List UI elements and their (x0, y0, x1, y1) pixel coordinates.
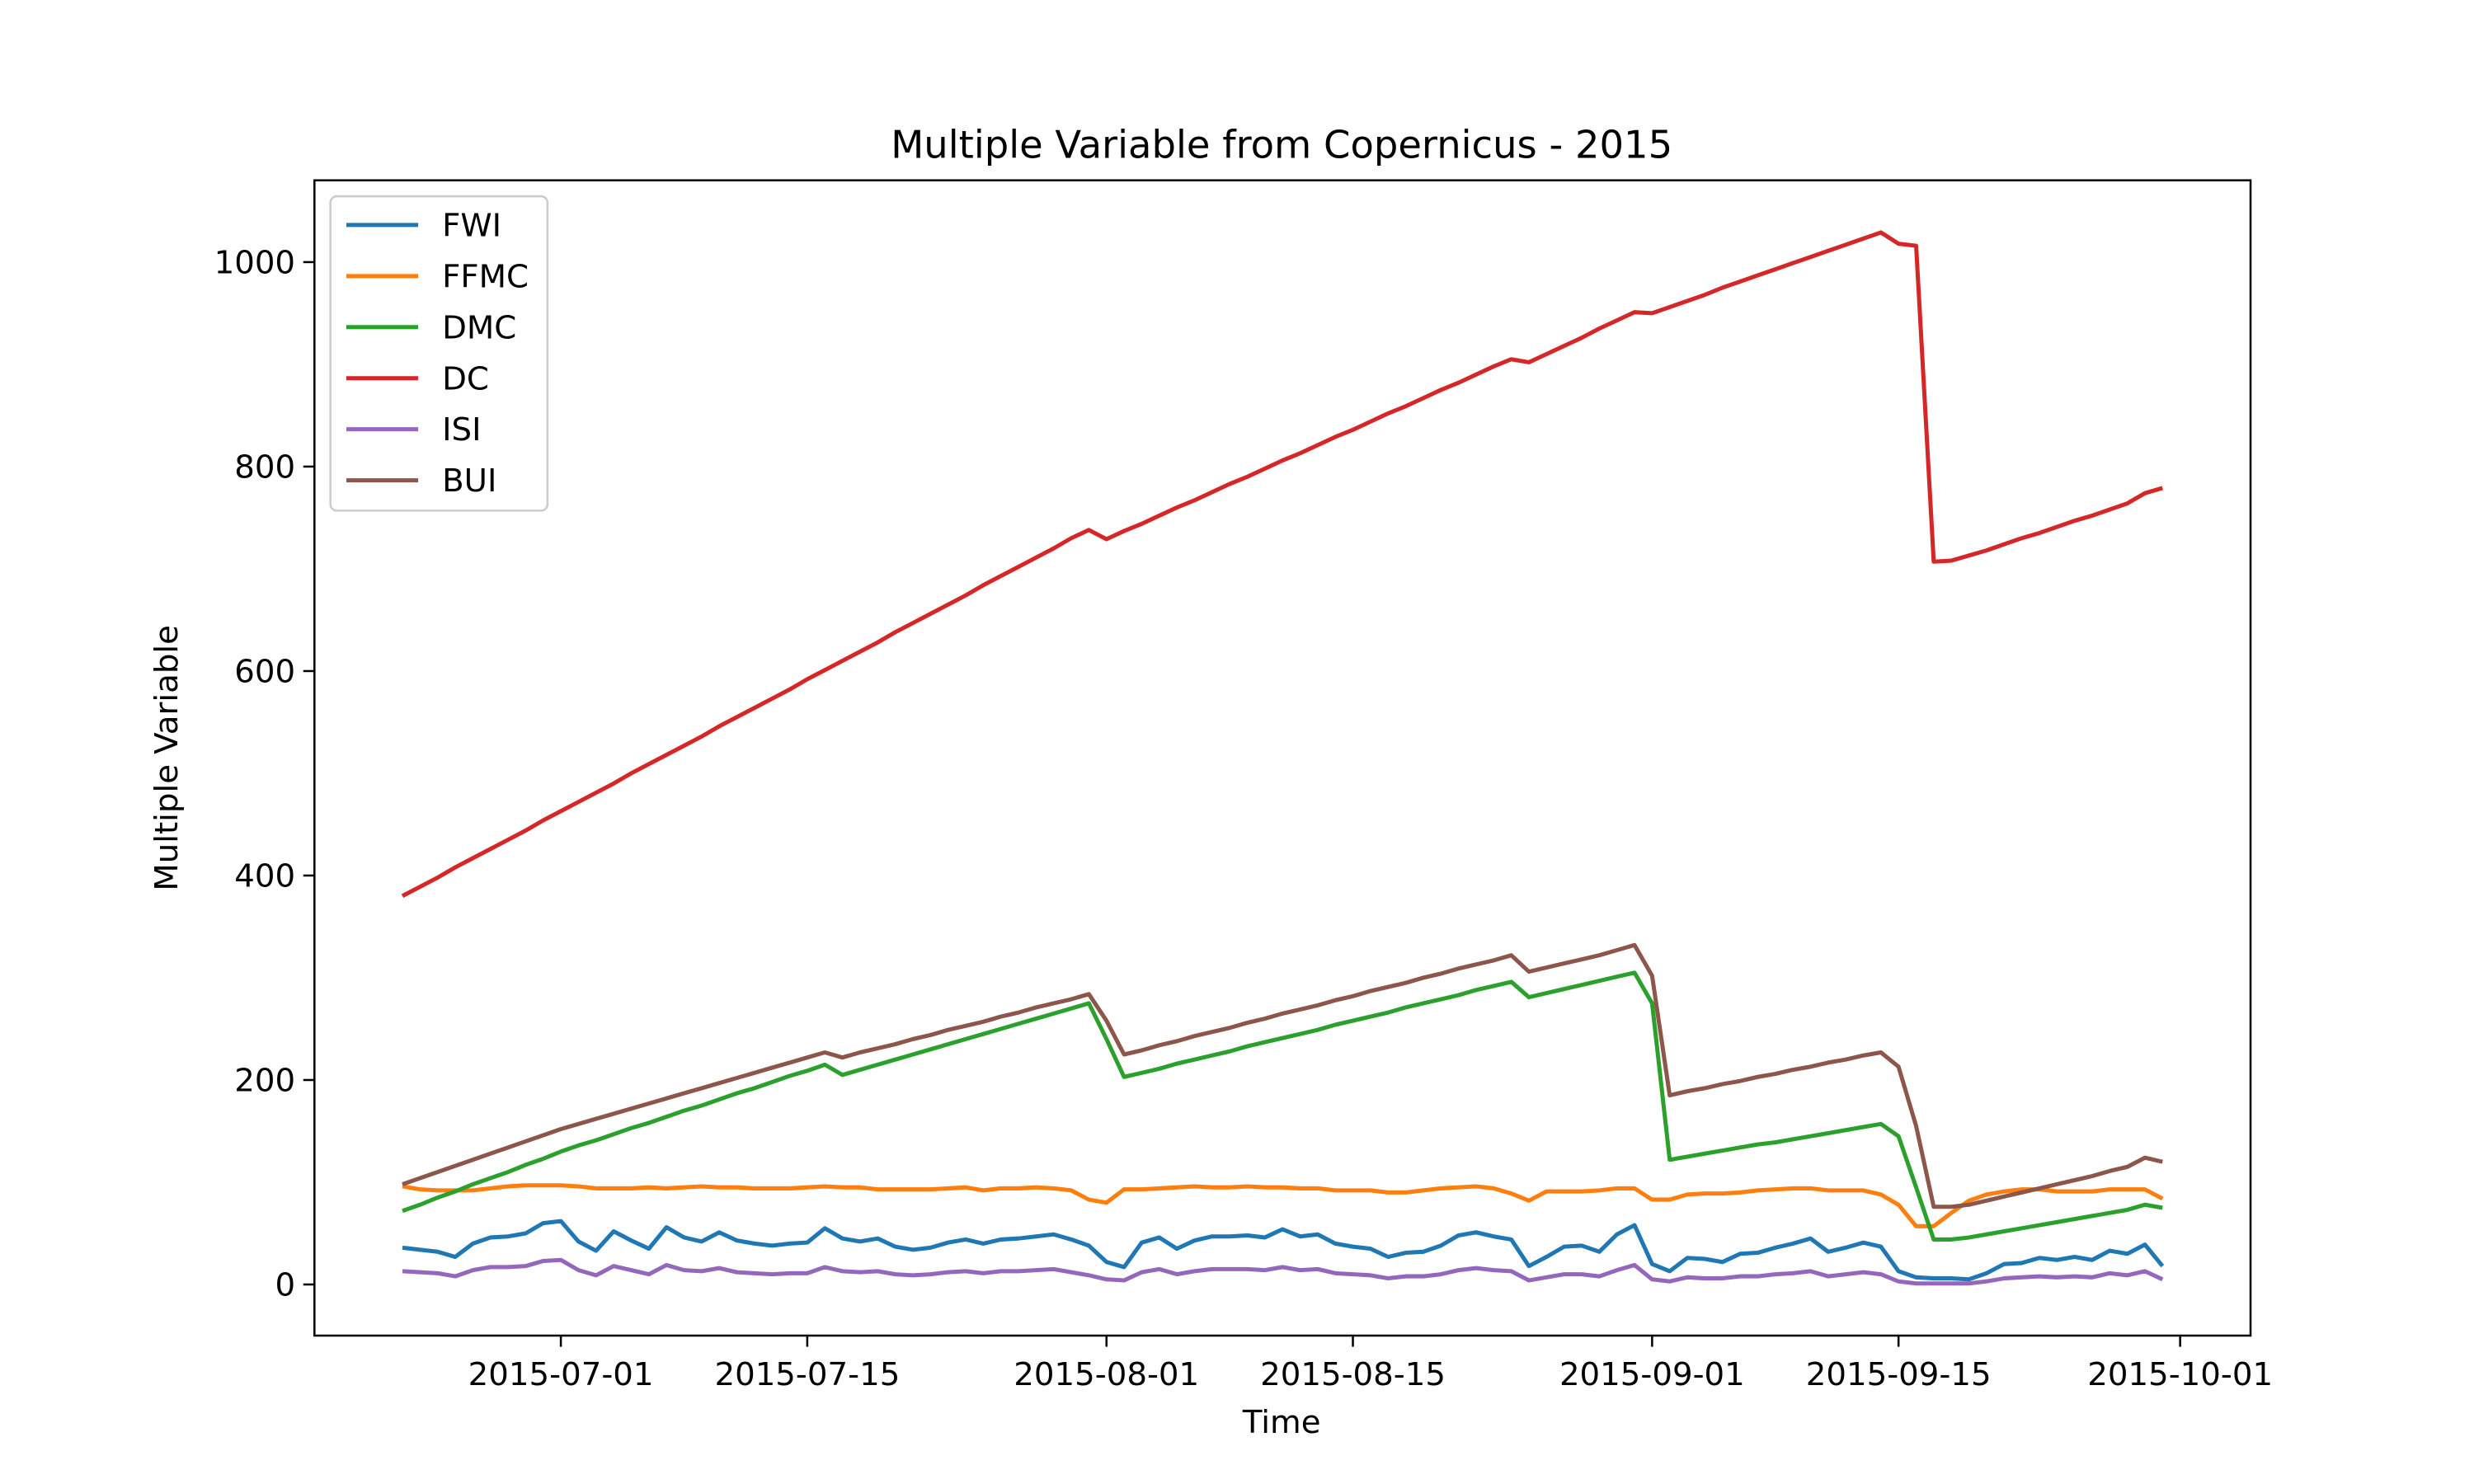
x-tick-label: 2015-08-01 (1014, 1356, 1199, 1393)
legend-label: FWI (442, 207, 501, 244)
chart-title: Multiple Variable from Copernicus - 2015 (891, 123, 1672, 167)
series-line (402, 942, 2163, 1209)
series-line (402, 1219, 2165, 1282)
y-tick-label: 0 (275, 1267, 295, 1304)
x-tick-label: 2015-07-15 (714, 1356, 900, 1393)
legend-label: DC (442, 360, 489, 397)
x-tick-label: 2015-09-01 (1559, 1356, 1745, 1393)
series-line (402, 970, 2163, 1242)
y-tick-label: 600 (234, 653, 295, 690)
x-tick-label: 2015-10-01 (2087, 1356, 2273, 1393)
x-tick-label: 2015-08-15 (1260, 1356, 1446, 1393)
x-axis-label: Time (1242, 1404, 1321, 1441)
y-tick-label: 400 (234, 858, 295, 895)
legend-label: ISI (442, 411, 481, 448)
legend-label: DMC (442, 309, 516, 346)
y-tick-label: 800 (234, 448, 295, 486)
y-tick-label: 200 (234, 1063, 295, 1100)
legend-box (329, 195, 549, 512)
axes-frame (313, 179, 2252, 1337)
y-axis-label: Multiple Variable (148, 625, 186, 891)
legend-label: BUI (442, 463, 496, 500)
x-tick-label: 2015-09-15 (1806, 1356, 1992, 1393)
y-tick-label: 1000 (214, 244, 295, 281)
series-line (402, 1257, 2164, 1286)
series-line (401, 230, 2164, 899)
x-tick-label: 2015-07-01 (468, 1356, 654, 1393)
legend-label: FFMC (442, 258, 529, 295)
series-line (402, 1183, 2164, 1228)
